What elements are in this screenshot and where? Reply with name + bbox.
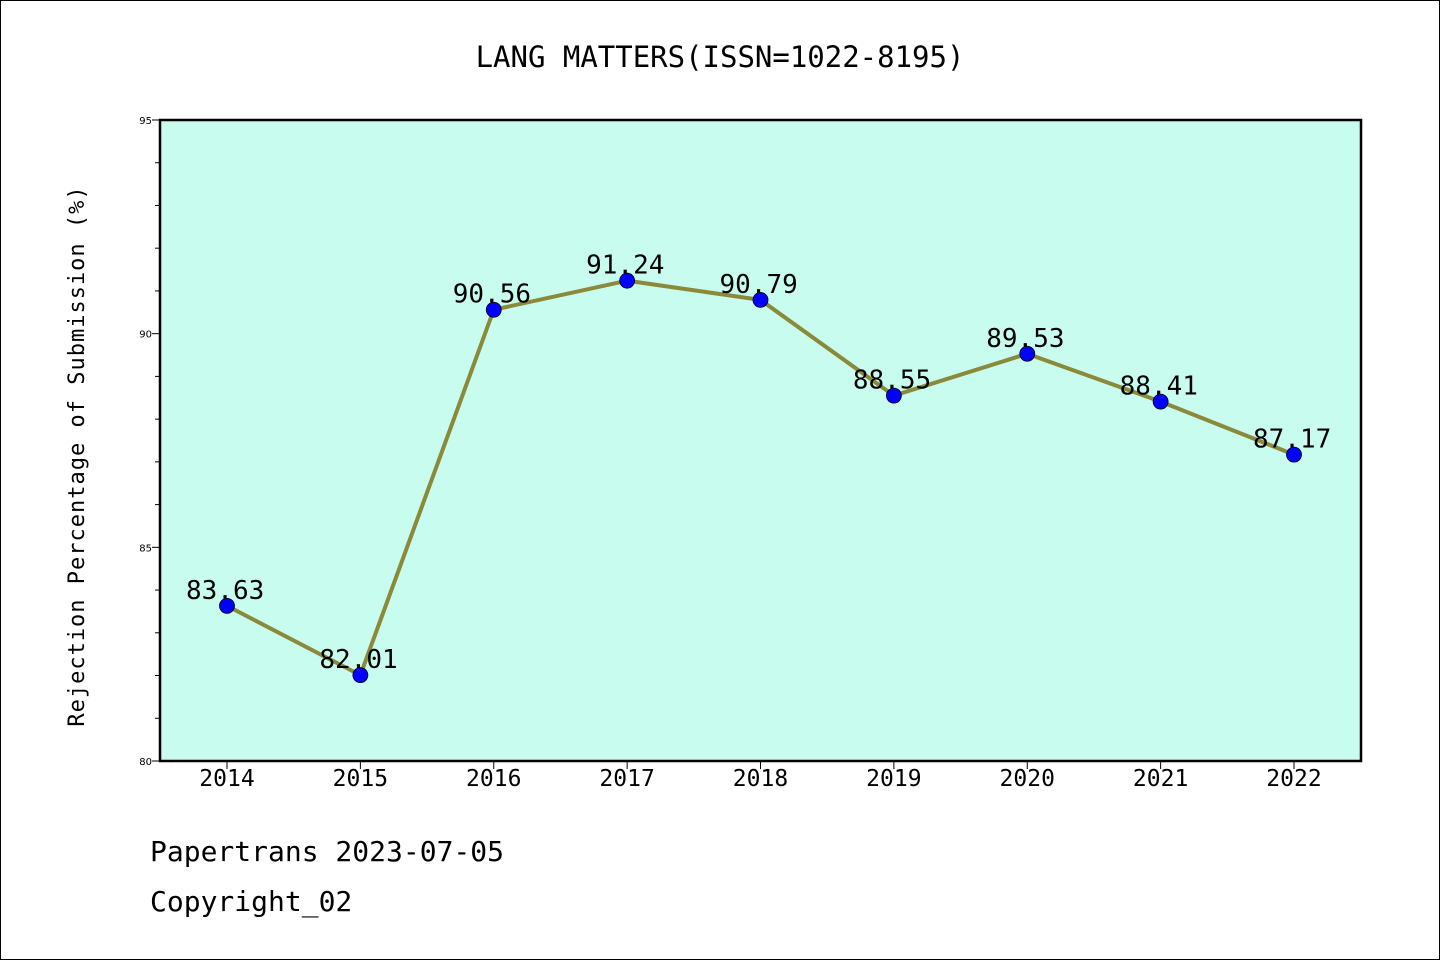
x-tick-label: 2017 [599,766,654,792]
chart-title: LANG MATTERS(ISSN=1022-8195) [476,40,965,74]
x-tick-label: 2019 [866,766,921,792]
y-axis-label: Rejection Percentage of Submission (%) [65,185,90,726]
y-tick-label: 90 [139,330,152,341]
data-point [1152,393,1169,410]
series-group [219,272,1302,684]
data-point [885,387,902,404]
footer-date: Papertrans 2023-07-05 [150,835,505,868]
x-tick-label: 2022 [1266,766,1321,792]
x-tick-label: 2020 [1000,766,1055,792]
data-label: 89.53 [986,324,1064,354]
x-tick-label: 2021 [1133,766,1188,792]
data-label: 88.55 [853,366,931,396]
plot-area [158,118,1363,763]
y-tick-label: 95 [139,116,152,127]
data-point [619,272,636,289]
data-point [352,667,369,684]
data-label: 82.01 [319,645,397,675]
x-tick-label: 2018 [733,766,788,792]
data-label: 88.41 [1120,372,1198,402]
data-point [752,292,769,308]
data-label: 90.79 [720,270,798,300]
data-point [1019,345,1036,362]
data-point [219,597,235,614]
data-label: 91.24 [586,251,664,281]
data-label: 83.63 [186,576,264,606]
data-label: 90.56 [453,280,531,310]
footer-copyright: Copyright_02 [150,885,353,918]
y-axis-ticks: 80 85 90 95 [139,116,160,768]
x-tick-label: 2014 [199,766,254,792]
x-tick-label: 2016 [466,766,521,792]
x-axis-ticks: 2014 2015 2016 2017 2018 2019 2020 2021 2022 [199,761,1322,792]
y-tick-label: 85 [139,543,152,554]
x-tick-label: 2015 [333,766,388,792]
data-point [1286,446,1302,463]
data-labels: 83.63 82.01 90.56 91.24 90.79 88.55 89.53 88.41… [186,251,1331,675]
data-point [485,301,502,318]
data-label: 87.17 [1253,425,1331,455]
y-tick-label: 80 [139,757,152,768]
